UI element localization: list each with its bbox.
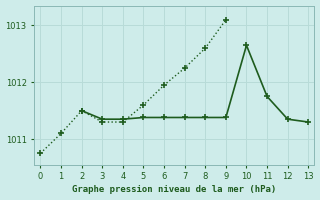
X-axis label: Graphe pression niveau de la mer (hPa): Graphe pression niveau de la mer (hPa) [72,185,276,194]
